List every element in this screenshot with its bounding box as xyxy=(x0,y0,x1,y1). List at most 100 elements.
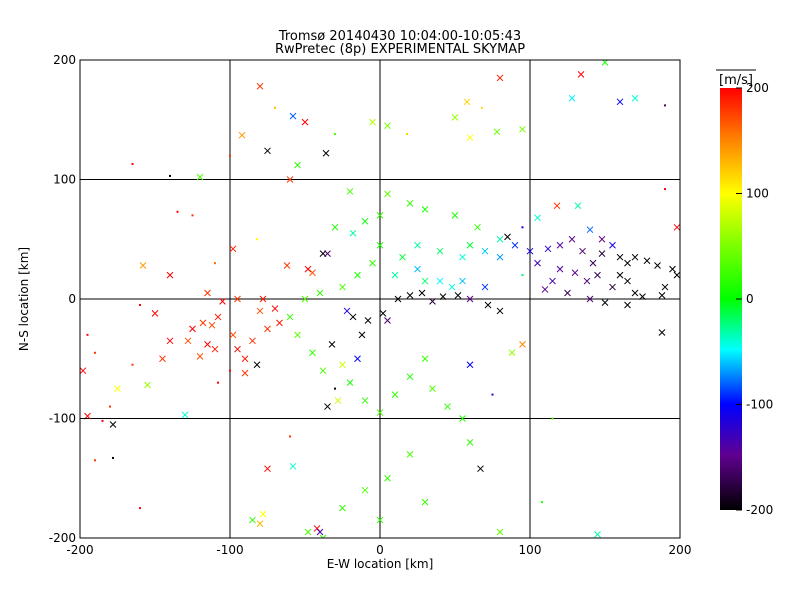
data-point-x xyxy=(309,269,316,277)
data-point-dot xyxy=(334,133,336,136)
data-point-x xyxy=(376,211,384,219)
data-point-x xyxy=(241,369,249,377)
data-point-x xyxy=(609,283,616,291)
data-point-x xyxy=(286,313,294,321)
data-point-x xyxy=(346,188,354,195)
data-point-x xyxy=(451,114,459,121)
data-point-dot xyxy=(406,133,408,136)
data-point-x xyxy=(229,245,237,253)
data-point-x xyxy=(328,341,336,348)
data-point-x xyxy=(577,70,585,78)
data-point-dot xyxy=(214,262,216,265)
data-point-x xyxy=(319,534,327,538)
data-point-x xyxy=(594,271,601,279)
data-point-x xyxy=(421,277,429,285)
y-tick-label: -200 xyxy=(49,531,76,545)
colorbar-ticks: 200 100 0 -100 -200 xyxy=(736,81,773,517)
data-point-x xyxy=(616,271,624,279)
data-point-x xyxy=(541,286,549,293)
data-point-x xyxy=(219,298,226,305)
data-point-x xyxy=(496,253,504,261)
data-point-x xyxy=(421,355,429,363)
data-point-x xyxy=(324,403,331,410)
data-point-x xyxy=(289,462,297,470)
data-point-dot xyxy=(664,104,666,107)
data-point-x xyxy=(339,283,346,291)
data-point-x xyxy=(166,337,174,345)
data-point-x xyxy=(436,247,444,255)
data-point-x xyxy=(316,289,324,297)
data-point-x xyxy=(276,319,283,327)
data-point-dot xyxy=(94,351,96,354)
data-point-dot xyxy=(86,333,89,336)
y-tick-label: 0 xyxy=(68,292,76,306)
data-point-dot xyxy=(551,417,554,420)
data-point-x xyxy=(439,293,447,300)
data-point-x xyxy=(391,271,399,279)
data-point-x xyxy=(579,247,586,255)
data-point-x xyxy=(259,510,267,518)
colorbar-tick-label: 0 xyxy=(746,292,754,306)
data-point-x xyxy=(631,94,639,102)
data-point-x xyxy=(361,217,369,225)
data-point-x xyxy=(421,206,429,213)
data-point-x xyxy=(346,379,354,387)
y-tick-labels: -200 -100 0 100 200 xyxy=(49,53,76,545)
data-point-x xyxy=(568,235,576,243)
data-point-x xyxy=(586,226,594,234)
data-point-x xyxy=(339,504,346,512)
data-point-x xyxy=(568,94,576,102)
data-point-x xyxy=(304,265,312,273)
data-point-x xyxy=(109,421,117,428)
data-point-x xyxy=(624,277,631,285)
data-point-x xyxy=(376,241,384,249)
data-point-x xyxy=(214,313,222,321)
data-point-x xyxy=(289,112,297,120)
data-point-x xyxy=(673,223,680,231)
data-point-dot xyxy=(112,456,114,459)
data-point-x xyxy=(199,319,207,327)
data-point-x xyxy=(253,361,261,369)
data-point-x xyxy=(669,265,676,273)
data-point-x xyxy=(406,292,414,299)
x-tick-label: 200 xyxy=(669,543,692,557)
data-point-x xyxy=(264,465,271,473)
data-point-x xyxy=(234,345,241,353)
data-point-x xyxy=(204,341,211,348)
data-point-x xyxy=(334,397,342,404)
data-point-x xyxy=(80,367,87,375)
data-point-x xyxy=(384,122,391,130)
data-point-x xyxy=(496,74,504,82)
colorbar-tick-label: 100 xyxy=(746,187,769,201)
data-point-x xyxy=(553,202,561,210)
data-point-x xyxy=(324,250,331,257)
x-tick-label: -100 xyxy=(216,543,243,557)
data-point-x xyxy=(316,528,324,536)
data-point-x xyxy=(534,214,541,222)
colorbar-tick-label: -200 xyxy=(746,503,773,517)
data-point-x xyxy=(283,262,291,269)
data-point-dot xyxy=(169,174,171,177)
data-point-x xyxy=(286,176,294,183)
data-point-dot xyxy=(491,393,494,396)
data-point-x xyxy=(466,361,474,369)
data-point-x xyxy=(256,82,264,90)
data-point-dot xyxy=(139,303,141,306)
x-tick-label: 100 xyxy=(519,543,542,557)
data-point-x xyxy=(394,295,402,303)
data-point-x xyxy=(519,125,526,133)
data-point-x xyxy=(616,98,624,106)
data-point-x xyxy=(349,229,357,237)
axis-ticks xyxy=(79,59,681,539)
data-point-x xyxy=(549,277,556,285)
data-point-x xyxy=(661,283,669,291)
data-point-x xyxy=(259,295,267,303)
data-point-dot xyxy=(176,210,179,213)
data-point-x xyxy=(631,253,639,261)
data-point-x xyxy=(429,298,436,305)
grid-lines xyxy=(80,60,680,538)
data-point-x xyxy=(534,259,541,267)
data-point-x xyxy=(459,277,466,285)
data-point-x xyxy=(639,293,646,300)
data-point-x xyxy=(249,516,256,524)
